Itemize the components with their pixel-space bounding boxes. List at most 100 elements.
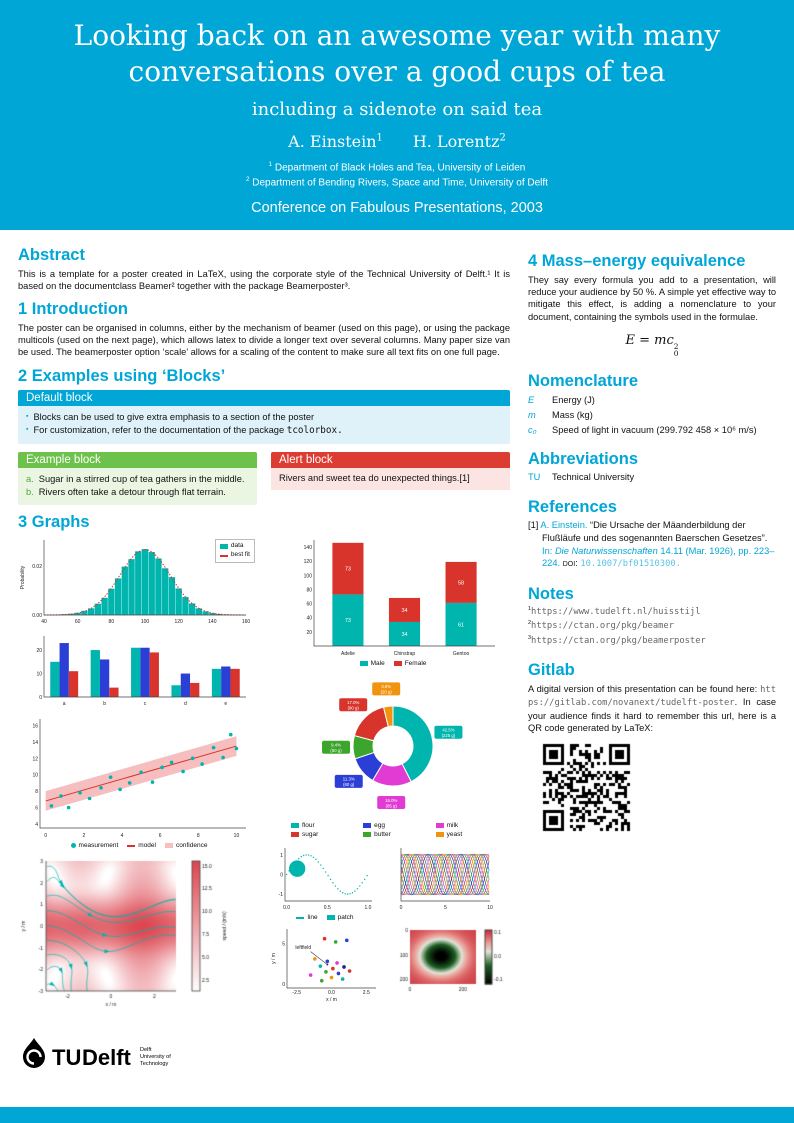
- note-2-url[interactable]: https://ctan.org/pkg/beamer: [531, 621, 675, 632]
- svg-text:d: d: [184, 701, 187, 707]
- nomenclature-row-m: m Mass (kg): [528, 409, 776, 421]
- desc-c0: Speed of light in vacuum (299.792 458 × …: [552, 424, 757, 435]
- note-3-url[interactable]: https://ctan.org/pkg/beamerposter: [531, 635, 706, 646]
- legend-swatch-data: [219, 543, 228, 549]
- legend-label-male: Male: [370, 659, 385, 667]
- legend-swatch-butter: [363, 832, 372, 838]
- penguin-legend: Male Female: [287, 659, 499, 668]
- flame-swirl: [26, 1049, 42, 1065]
- abstract-text: This is a template for a poster created …: [18, 268, 510, 292]
- mass-energy-heading: 4 Mass–energy equivalence: [528, 252, 746, 271]
- legend-swatch-sugar: [291, 832, 299, 838]
- formula-equals: =: [639, 332, 650, 348]
- section-nomenclature: Nomenclature E Energy (J) m Mass (kg) c₀ Sp…: [528, 372, 776, 436]
- annotated-scatter-chart: leftfield -2.5 0.0 2.5 0 5 x / m y / m: [270, 925, 380, 1003]
- affiliation-1-sup: 1: [268, 160, 273, 168]
- poster-subtitle: including a sidenote on said tea: [251, 98, 543, 120]
- donut-legend: flour egg milk sugar butter yeast: [291, 822, 495, 838]
- svg-text:(225 g): (225 g): [442, 733, 456, 738]
- legend-entry-female: Female: [393, 659, 427, 668]
- legend-entry-egg: egg: [363, 822, 423, 829]
- legend-label-flour: flour: [302, 822, 315, 830]
- legend-entry-data: data: [219, 542, 250, 550]
- bullet-icon: ▪: [26, 413, 29, 421]
- svg-text:11.3%: 11.3%: [343, 777, 355, 782]
- affiliation-2-sup: 2: [246, 176, 250, 184]
- legend-label-sugar: sugar: [302, 831, 319, 839]
- author-2-sup: 2: [499, 132, 506, 144]
- svg-text:12: 12: [32, 756, 38, 762]
- svg-text:16.0%: 16.0%: [385, 798, 397, 803]
- donut-figure: 42.5% (225 g) 16.0% (85 g) 11.3% (60 g) 9.4% (5…: [291, 672, 495, 838]
- legend-entry-measurement: measurement: [70, 841, 118, 850]
- legend-entry-patch: patch: [326, 913, 354, 922]
- example-block-title: Example block: [18, 452, 257, 469]
- ref-volume: 14.11 (Mar. 1926),: [660, 545, 736, 556]
- bullet-icon: ▪: [26, 426, 29, 434]
- tudelft-logo: TU Delft Delft University of Technology: [18, 1036, 260, 1081]
- enum-marker-b: b.: [26, 487, 34, 498]
- ref-label: [1]: [528, 519, 539, 530]
- symbol-c0: c₀: [528, 424, 537, 435]
- streamplot-chart: [18, 856, 260, 1019]
- legend-entry-yeast: yeast: [435, 831, 495, 838]
- symbol-m: m: [528, 409, 536, 420]
- svg-text:Gentoo: Gentoo: [453, 651, 470, 657]
- section-references: References [1] A. Einstein. “Die Ursache…: [528, 498, 776, 571]
- legend-label-female: Female: [404, 659, 427, 667]
- svg-text:0: 0: [39, 695, 42, 701]
- svg-text:14: 14: [32, 740, 38, 746]
- stacked-bar-chart: 73 73 Adelie 34 34 Chinstrap 61 58 Gentoo 20 40 60 8…: [287, 536, 499, 658]
- formula-mc: mc: [654, 332, 674, 348]
- svg-text:Adelie: Adelie: [341, 651, 355, 657]
- legend-swatch-measurement: [70, 843, 76, 848]
- svg-text:0: 0: [282, 982, 285, 988]
- svg-text:1.0: 1.0: [364, 905, 371, 911]
- note-2-sup: 2: [528, 620, 532, 627]
- svg-text:2.5: 2.5: [363, 990, 370, 996]
- svg-text:0: 0: [44, 833, 47, 839]
- svg-text:(90 g): (90 g): [348, 706, 360, 711]
- svg-text:120: 120: [304, 559, 313, 565]
- poster-title: Looking back on an awesome year with man…: [73, 19, 721, 89]
- desc-E: Energy (J): [552, 394, 595, 405]
- nomenclature-row-E: E Energy (J): [528, 394, 776, 406]
- abstract-heading: Abstract: [18, 246, 85, 265]
- svg-text:9.4%: 9.4%: [331, 743, 341, 748]
- formula-sup: 2: [673, 341, 679, 351]
- svg-text:x / m: x / m: [326, 997, 337, 1003]
- author-2: H. Lorentz: [412, 131, 500, 151]
- default-item-2-prefix: For customization, refer to the document…: [33, 425, 287, 436]
- nomenclature-heading: Nomenclature: [528, 372, 639, 391]
- legend-swatch-male: [359, 661, 368, 666]
- authors-line: A. Einstein1 H. Lorentz2: [52, 132, 742, 151]
- ref-doi-label: doi:: [562, 558, 578, 569]
- legend-entry-male: Male: [359, 659, 385, 668]
- gitlab-text-after: . In case your audience finds it hard to…: [528, 697, 776, 734]
- legend-swatch-female: [393, 661, 402, 666]
- logo-sub-2: University of: [140, 1054, 171, 1060]
- svg-text:(50 g): (50 g): [330, 748, 342, 753]
- gitlab-url[interactable]: https://gitlab.com/novanext/tudelft-post…: [528, 684, 776, 709]
- introduction-heading: 1 Introduction: [18, 300, 128, 319]
- ref-doi-link[interactable]: 10.1007/bf01510300.: [580, 559, 681, 570]
- svg-text:leftfield: leftfield: [295, 945, 311, 951]
- svg-text:c: c: [144, 701, 147, 707]
- example-item-b: b. Rivers often take a detour through fl…: [26, 486, 249, 498]
- svg-text:0.0: 0.0: [328, 990, 335, 996]
- ref-author: A. Einstein.: [540, 519, 588, 530]
- abbr-TU-desc: Technical University: [552, 472, 635, 483]
- svg-text:(20 g): (20 g): [381, 690, 393, 695]
- svg-text:y / m: y / m: [271, 953, 277, 964]
- legend-swatch-bestfit: [219, 554, 228, 557]
- svg-text:73: 73: [345, 618, 351, 624]
- svg-text:60: 60: [306, 602, 312, 608]
- affiliation-1: 1 Department of Black Holes and Tea, Uni…: [52, 161, 742, 173]
- legend-swatch-model: [127, 844, 136, 847]
- note-1-url[interactable]: https://www.tudelft.nl/huisstijl: [531, 607, 701, 618]
- legend-swatch-confidence: [165, 843, 173, 848]
- affiliation-2: 2 Department of Bending Rivers, Space an…: [52, 176, 742, 188]
- svg-text:20: 20: [306, 630, 312, 636]
- block-row: Example block a. Sugar in a stirred cup …: [18, 452, 510, 506]
